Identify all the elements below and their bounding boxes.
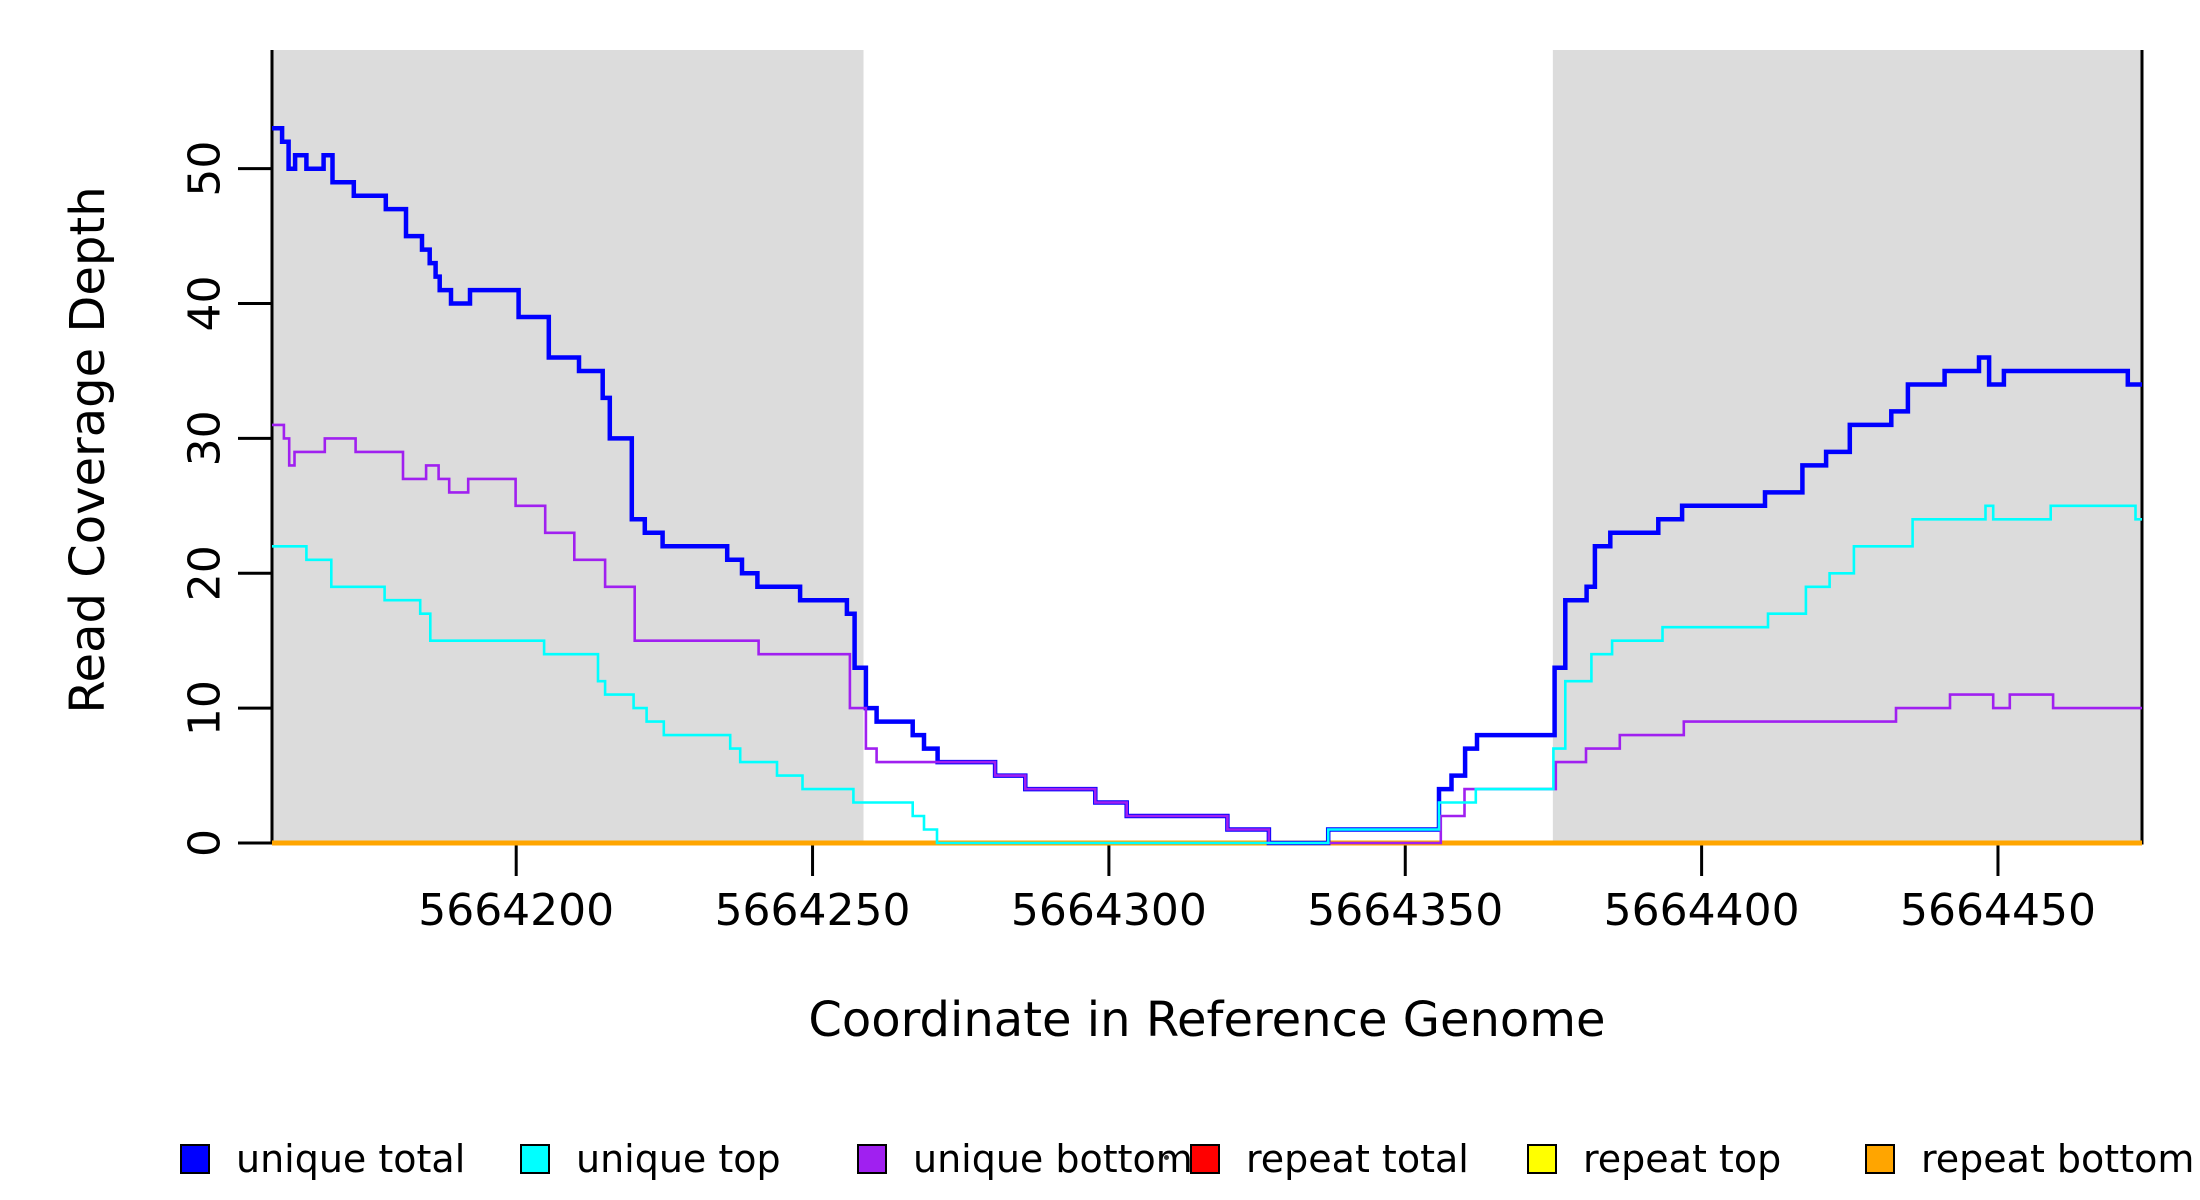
legend-item-repeat-total: repeat total (1190, 1137, 1469, 1181)
shaded-region-1 (272, 50, 864, 843)
legend-item-repeat-top: repeat top (1527, 1137, 1782, 1181)
legend-swatch-unique-bottom (857, 1144, 887, 1174)
legend-swatch-unique-top (520, 1144, 550, 1174)
x-axis-title: Coordinate in Reference Genome (808, 992, 1606, 1048)
legend-label-unique-bottom: unique bottom (913, 1137, 1193, 1181)
legend-label-unique-top: unique top (576, 1137, 781, 1181)
y-axis-title: Read Coverage Depth (60, 186, 116, 714)
stray-dot (1164, 1155, 1169, 1160)
y-tick-label-20: 20 (180, 545, 231, 601)
legend-swatch-repeat-total (1190, 1144, 1220, 1174)
legend-item-unique-bottom: unique bottom (857, 1137, 1193, 1181)
legend-label-repeat-bottom: repeat bottom (1921, 1137, 2195, 1181)
x-tick-label-5664250: 5664250 (715, 885, 911, 936)
x-tick-label-5664200: 5664200 (418, 885, 614, 936)
series-line-unique-top (272, 504, 2142, 845)
legend-label-repeat-top: repeat top (1583, 1137, 1782, 1181)
legend-item-unique-total: unique total (180, 1137, 466, 1181)
x-tick-label-5664400: 5664400 (1604, 885, 1800, 936)
y-tick-label-10: 10 (180, 680, 231, 736)
series-line-unique-bottom (272, 423, 2142, 845)
legend-item-unique-top: unique top (520, 1137, 781, 1181)
y-tick-label-0: 0 (180, 829, 231, 857)
x-tick-label-5664450: 5664450 (1900, 885, 2096, 936)
y-tick-label-40: 40 (180, 276, 231, 332)
legend-label-repeat-total: repeat total (1246, 1137, 1469, 1181)
y-tick-label-30: 30 (180, 410, 231, 466)
legend: unique total unique top unique bottom repea… (0, 1137, 2200, 1184)
legend-item-repeat-bottom: repeat bottom (1865, 1137, 2195, 1181)
legend-swatch-repeat-bottom (1865, 1144, 1895, 1174)
legend-label-unique-total: unique total (236, 1137, 466, 1181)
legend-swatch-unique-total (180, 1144, 210, 1174)
x-tick-label-5664300: 5664300 (1011, 885, 1207, 936)
shaded-region-2 (1552, 50, 2142, 843)
legend-swatch-repeat-top (1527, 1144, 1557, 1174)
series-line-unique-total (272, 125, 2142, 846)
x-tick-label-5664350: 5664350 (1307, 885, 1503, 936)
y-tick-label-50: 50 (180, 141, 231, 197)
